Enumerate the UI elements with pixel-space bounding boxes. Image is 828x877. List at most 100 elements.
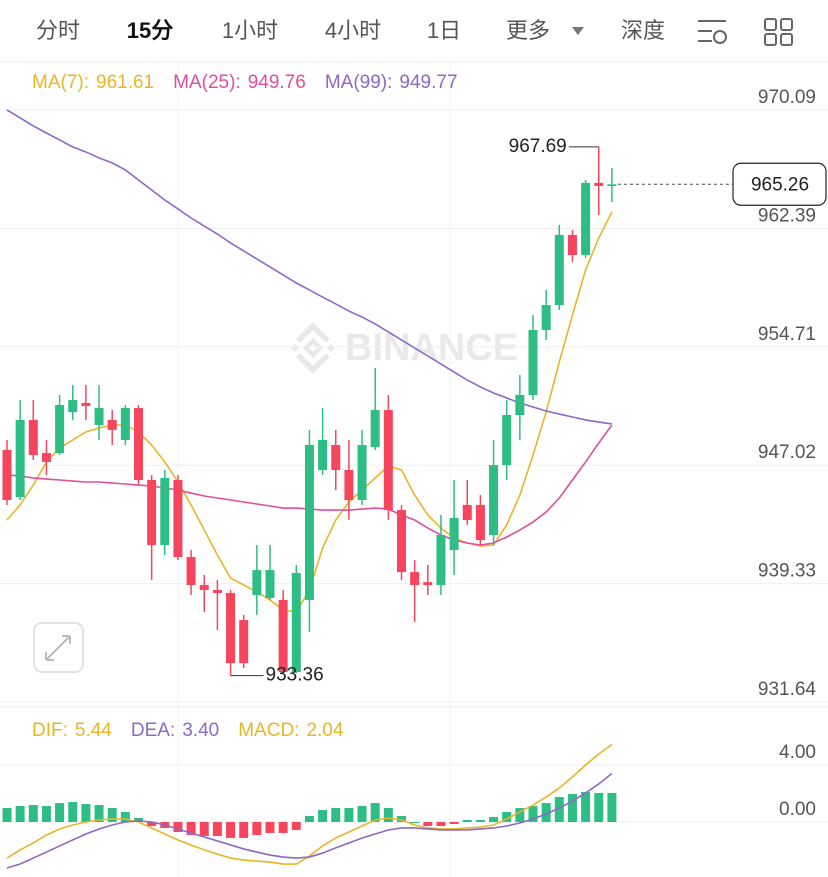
candle-body [173, 479, 183, 557]
candle-body [607, 184, 617, 186]
candle-body [489, 465, 499, 535]
macd-bar [304, 816, 314, 822]
dropdown-arrow[interactable] [572, 27, 584, 35]
watermark-text: BINANCE [345, 327, 518, 369]
macd-bar [410, 821, 420, 823]
legend-name: MA(25): [173, 72, 241, 93]
legend-name: MACD: [238, 720, 299, 741]
low-label: 933.36 [266, 665, 324, 686]
macd-bar [147, 821, 157, 826]
macd-bar [423, 821, 433, 826]
macd-bar [318, 810, 328, 822]
macd-bar [239, 821, 249, 838]
macd-bar [278, 821, 288, 833]
macd-bar [68, 802, 78, 822]
macd-bar [94, 805, 104, 822]
legend-name: DEA: [131, 720, 175, 741]
expand-button[interactable] [33, 622, 84, 673]
macd-bar [594, 792, 604, 822]
macd-bar [265, 821, 275, 833]
candle-body [81, 402, 91, 407]
candle-body [383, 410, 393, 511]
tab-bar: 分时 15分 1小时 4小时 1日 更多 深度 [0, 18, 828, 63]
y-tick-label: 947.02 [758, 442, 816, 463]
tab-active[interactable]: 15分 [127, 18, 173, 43]
legend-value: 5.44 [75, 720, 112, 741]
macd-line [6, 772, 613, 869]
candle-body [278, 599, 288, 673]
macd-bar [528, 806, 538, 822]
indicator-icon[interactable] [698, 20, 727, 44]
watermark: BINANCE [291, 322, 518, 374]
candle-body [528, 329, 538, 395]
candle-body [160, 477, 170, 545]
candle-body [475, 504, 485, 541]
macd-bar [120, 812, 130, 822]
legend-entry: MACD: 2.04 [238, 720, 344, 741]
macd-bar [81, 804, 91, 822]
macd-bar [15, 806, 25, 822]
macd-bar [370, 803, 380, 822]
candle-body [567, 234, 577, 255]
candle-body [226, 593, 236, 664]
candle-body [55, 404, 65, 454]
macd-bar [55, 803, 65, 822]
macd-bar [397, 816, 406, 822]
candle-body [94, 408, 104, 426]
macd-bar [357, 806, 367, 822]
macd-bar [554, 797, 564, 822]
candle-body [502, 414, 512, 466]
candle-body [291, 573, 301, 673]
tab[interactable]: 分时 [36, 18, 80, 43]
price-tag [732, 162, 827, 206]
candle-body [449, 518, 459, 551]
high-label: 967.69 [509, 136, 567, 157]
tab[interactable]: 1小时 [222, 18, 278, 43]
macd-bar [581, 791, 591, 822]
candle-body [554, 234, 564, 306]
tab[interactable]: 1日 [427, 18, 461, 43]
macd-bar [475, 820, 485, 822]
macd-bar [331, 808, 341, 822]
candle-body [462, 504, 472, 521]
macd-bar [291, 821, 301, 830]
tab[interactable]: 更多 [506, 18, 550, 43]
legend-value: 3.40 [182, 720, 219, 741]
macd-bar [134, 818, 143, 822]
tab[interactable]: 4小时 [325, 18, 381, 43]
macd-bar [436, 821, 446, 826]
macd-bar [489, 817, 499, 822]
plot-layer: 970.09 962.39 954.71 947.02 939.33 931.64 MA(7… [0, 72, 828, 869]
legend-entry: MA(7): 961.61 [32, 72, 154, 93]
macd-bar [41, 806, 51, 822]
macd-bar [199, 821, 209, 836]
macd-bar [28, 805, 38, 822]
candle-body [107, 419, 117, 430]
macd-bar [515, 808, 525, 822]
layout-icon[interactable] [764, 18, 793, 46]
candle-body [15, 419, 25, 498]
legend-entry: MA(25): 949.76 [173, 72, 306, 93]
candle-body [357, 445, 367, 501]
candle-body [2, 449, 12, 501]
candle-body [304, 445, 314, 600]
legend-value: 949.77 [399, 72, 457, 93]
candle-body [423, 582, 433, 586]
candle-body [68, 400, 78, 413]
y-tick-label: 970.09 [758, 87, 816, 108]
candle-body [134, 408, 143, 480]
macd-bar [567, 794, 577, 822]
tab[interactable]: 深度 [621, 18, 665, 43]
candle-body [436, 534, 446, 586]
macd-bar [502, 812, 512, 822]
macd-bar [226, 821, 236, 838]
legend-entry: MA(99): 949.77 [325, 72, 458, 93]
candle-body [28, 419, 38, 456]
legend-value: 949.76 [248, 72, 306, 93]
macd-bar [344, 808, 354, 822]
candle-body [120, 408, 130, 440]
macd-line [6, 743, 613, 865]
macd-bar [2, 808, 12, 822]
macd-bar [607, 792, 617, 822]
